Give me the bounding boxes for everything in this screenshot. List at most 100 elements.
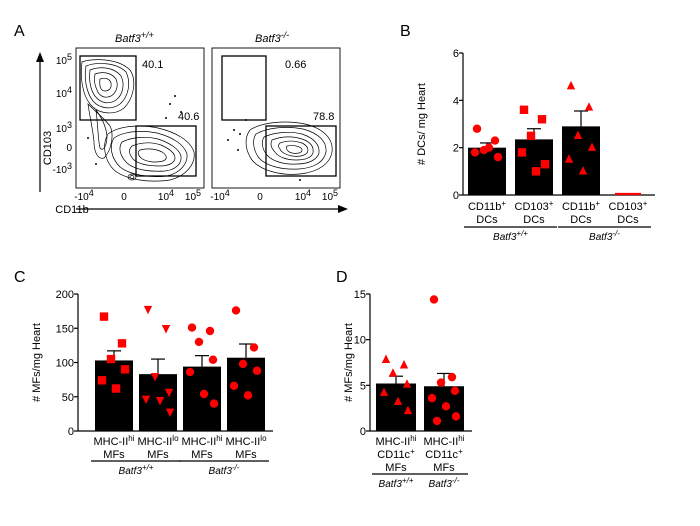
data-point-D-1-0	[429, 295, 439, 304]
data-point-C-1-1	[161, 325, 171, 334]
data-point-B-2-3	[587, 142, 597, 151]
panel-label-a: A	[14, 23, 25, 40]
data-point-B-2-2	[573, 130, 583, 140]
data-point-D-1-3	[450, 386, 460, 396]
data-point-D-0-4	[379, 387, 389, 396]
data-point-C-0-3	[120, 365, 130, 374]
data-point-B-1-0	[519, 105, 529, 114]
data-point-B-2-4	[564, 154, 574, 163]
y-tick-label-B-2: 4	[453, 95, 459, 107]
flow-y-label: CD103	[42, 131, 54, 165]
flow-y-tick-neg1e3: -103	[53, 161, 72, 176]
y-axis-label-C: # MFs/mg Heart	[31, 323, 43, 402]
category-unit-B-1: DCs	[523, 214, 545, 226]
flow-right-gate-cd11b[interactable]	[265, 125, 337, 177]
data-point-C-2-1	[205, 326, 215, 336]
y-tick-label-C-0: 0	[68, 426, 74, 438]
data-point-C-1-5	[155, 396, 165, 406]
data-point-B-1-5	[531, 167, 541, 176]
group-label-C-0: Batf3+/+	[119, 463, 154, 477]
flow-left-gate-cd11b[interactable]	[135, 125, 197, 177]
y-tick-label-D-3: 15	[354, 289, 366, 301]
y-tick-label-B-3: 6	[453, 48, 459, 60]
category-unit-D-0: MFs	[385, 462, 407, 474]
data-point-C-0-4	[97, 376, 107, 385]
data-point-C-2-2	[194, 337, 204, 347]
data-point-D-1-7	[432, 416, 442, 426]
data-point-C-2-0	[187, 323, 197, 332]
y-axis-label-D: # MFs/mg Heart	[343, 323, 355, 402]
data-point-B-1-2	[526, 131, 536, 141]
data-point-C-0-2	[106, 354, 116, 364]
data-point-C-1-4	[141, 395, 151, 405]
data-point-B-0-5	[484, 143, 494, 152]
data-point-B-0-1	[490, 136, 500, 145]
data-point-D-1-1	[447, 372, 457, 382]
category-label-B-0: CD11b+	[468, 199, 506, 213]
data-point-C-1-6	[165, 408, 175, 418]
y-tick-label-C-2: 100	[56, 358, 74, 370]
bar-D-0	[376, 383, 416, 431]
flow-right-frame	[211, 47, 341, 189]
data-point-C-3-1	[249, 343, 259, 352]
category-unit-C-2: MFs	[191, 449, 213, 461]
flow-left-x-tick-1e5: 105	[185, 188, 201, 203]
category-label-C-0: MHC-IIhi	[93, 434, 134, 448]
category-label-D-1: MHC-IIhi	[423, 434, 464, 448]
flow-left-gate-bottom-value: 40.6	[178, 111, 199, 123]
y-tick-label-D-2: 10	[354, 335, 366, 347]
category-unit-C-0: MFs	[103, 449, 125, 461]
group-label-B-1: Batf3-/-	[589, 229, 620, 243]
flow-right-gate-bottom-value: 78.8	[313, 111, 334, 123]
category-unit-C-3: MFs	[235, 449, 257, 461]
group-label-D-1: Batf3-/-	[429, 476, 460, 490]
category-unit-C-1: MFs	[147, 449, 169, 461]
y-tick-label-B-1: 2	[453, 143, 459, 155]
data-point-C-2-4	[185, 367, 195, 377]
flow-right-x-tick-0: 0	[257, 192, 263, 203]
flow-left-contours	[80, 59, 195, 182]
flow-right-gate-cd103[interactable]	[221, 55, 267, 121]
flow-left-gate-cd103[interactable]	[79, 55, 137, 121]
data-point-C-3-2	[238, 359, 248, 369]
data-point-B-0-0	[472, 124, 482, 133]
y-tick-label-B-0: 0	[453, 190, 459, 202]
y-axis-label-B: # DCs/ mg Heart	[416, 83, 428, 165]
data-point-B-0-4	[470, 148, 480, 157]
flow-left-frame	[75, 47, 205, 189]
data-point-C-0-5	[111, 384, 121, 393]
data-point-C-1-0	[143, 305, 153, 315]
flow-y-tick-1e5: 105	[56, 52, 72, 67]
flow-left-title: Batf3+/+	[115, 30, 154, 45]
category-label-D-0: MHC-IIhi	[375, 434, 416, 448]
data-point-C-2-6	[209, 399, 219, 408]
category-unit-B-0: DCs	[476, 214, 498, 226]
group-label-B-0: Batf3+/+	[493, 229, 528, 243]
y-tick-label-C-4: 200	[56, 289, 74, 301]
flow-left-x-tick-neg1e4: -104	[74, 188, 93, 203]
flow-x-arrowhead	[338, 205, 348, 213]
category-label-C-1: MHC-IIlo	[137, 434, 179, 448]
flow-right-title: Batf3-/-	[255, 30, 289, 45]
flow-y-tick-0: 0	[66, 143, 72, 154]
flow-y-arrowhead	[36, 52, 44, 62]
category-unit-D-1: MFs	[433, 462, 455, 474]
data-point-B-2-0	[566, 80, 576, 90]
category-label-C-2: MHC-IIhi	[181, 434, 222, 448]
flow-right-x-tick-1e4: 104	[295, 188, 311, 203]
category-label-C-3: MHC-IIlo	[225, 434, 267, 448]
category-unit-B-3: DCs	[617, 214, 639, 226]
category-label-B-2: CD11b+	[562, 199, 600, 213]
data-point-B-1-1	[537, 115, 547, 124]
flow-y-tick-1e4: 104	[56, 85, 72, 100]
flow-x-label: CD11b	[55, 204, 88, 216]
data-point-B-2-5	[578, 166, 588, 175]
data-point-D-0-2	[388, 368, 398, 377]
data-point-C-1-3	[164, 388, 174, 398]
flow-left-x-tick-1e4: 104	[158, 188, 174, 203]
panel-label-c: C	[14, 269, 26, 286]
y-tick-label-C-1: 50	[62, 392, 74, 404]
category-label-B-1: CD103+	[515, 199, 554, 213]
